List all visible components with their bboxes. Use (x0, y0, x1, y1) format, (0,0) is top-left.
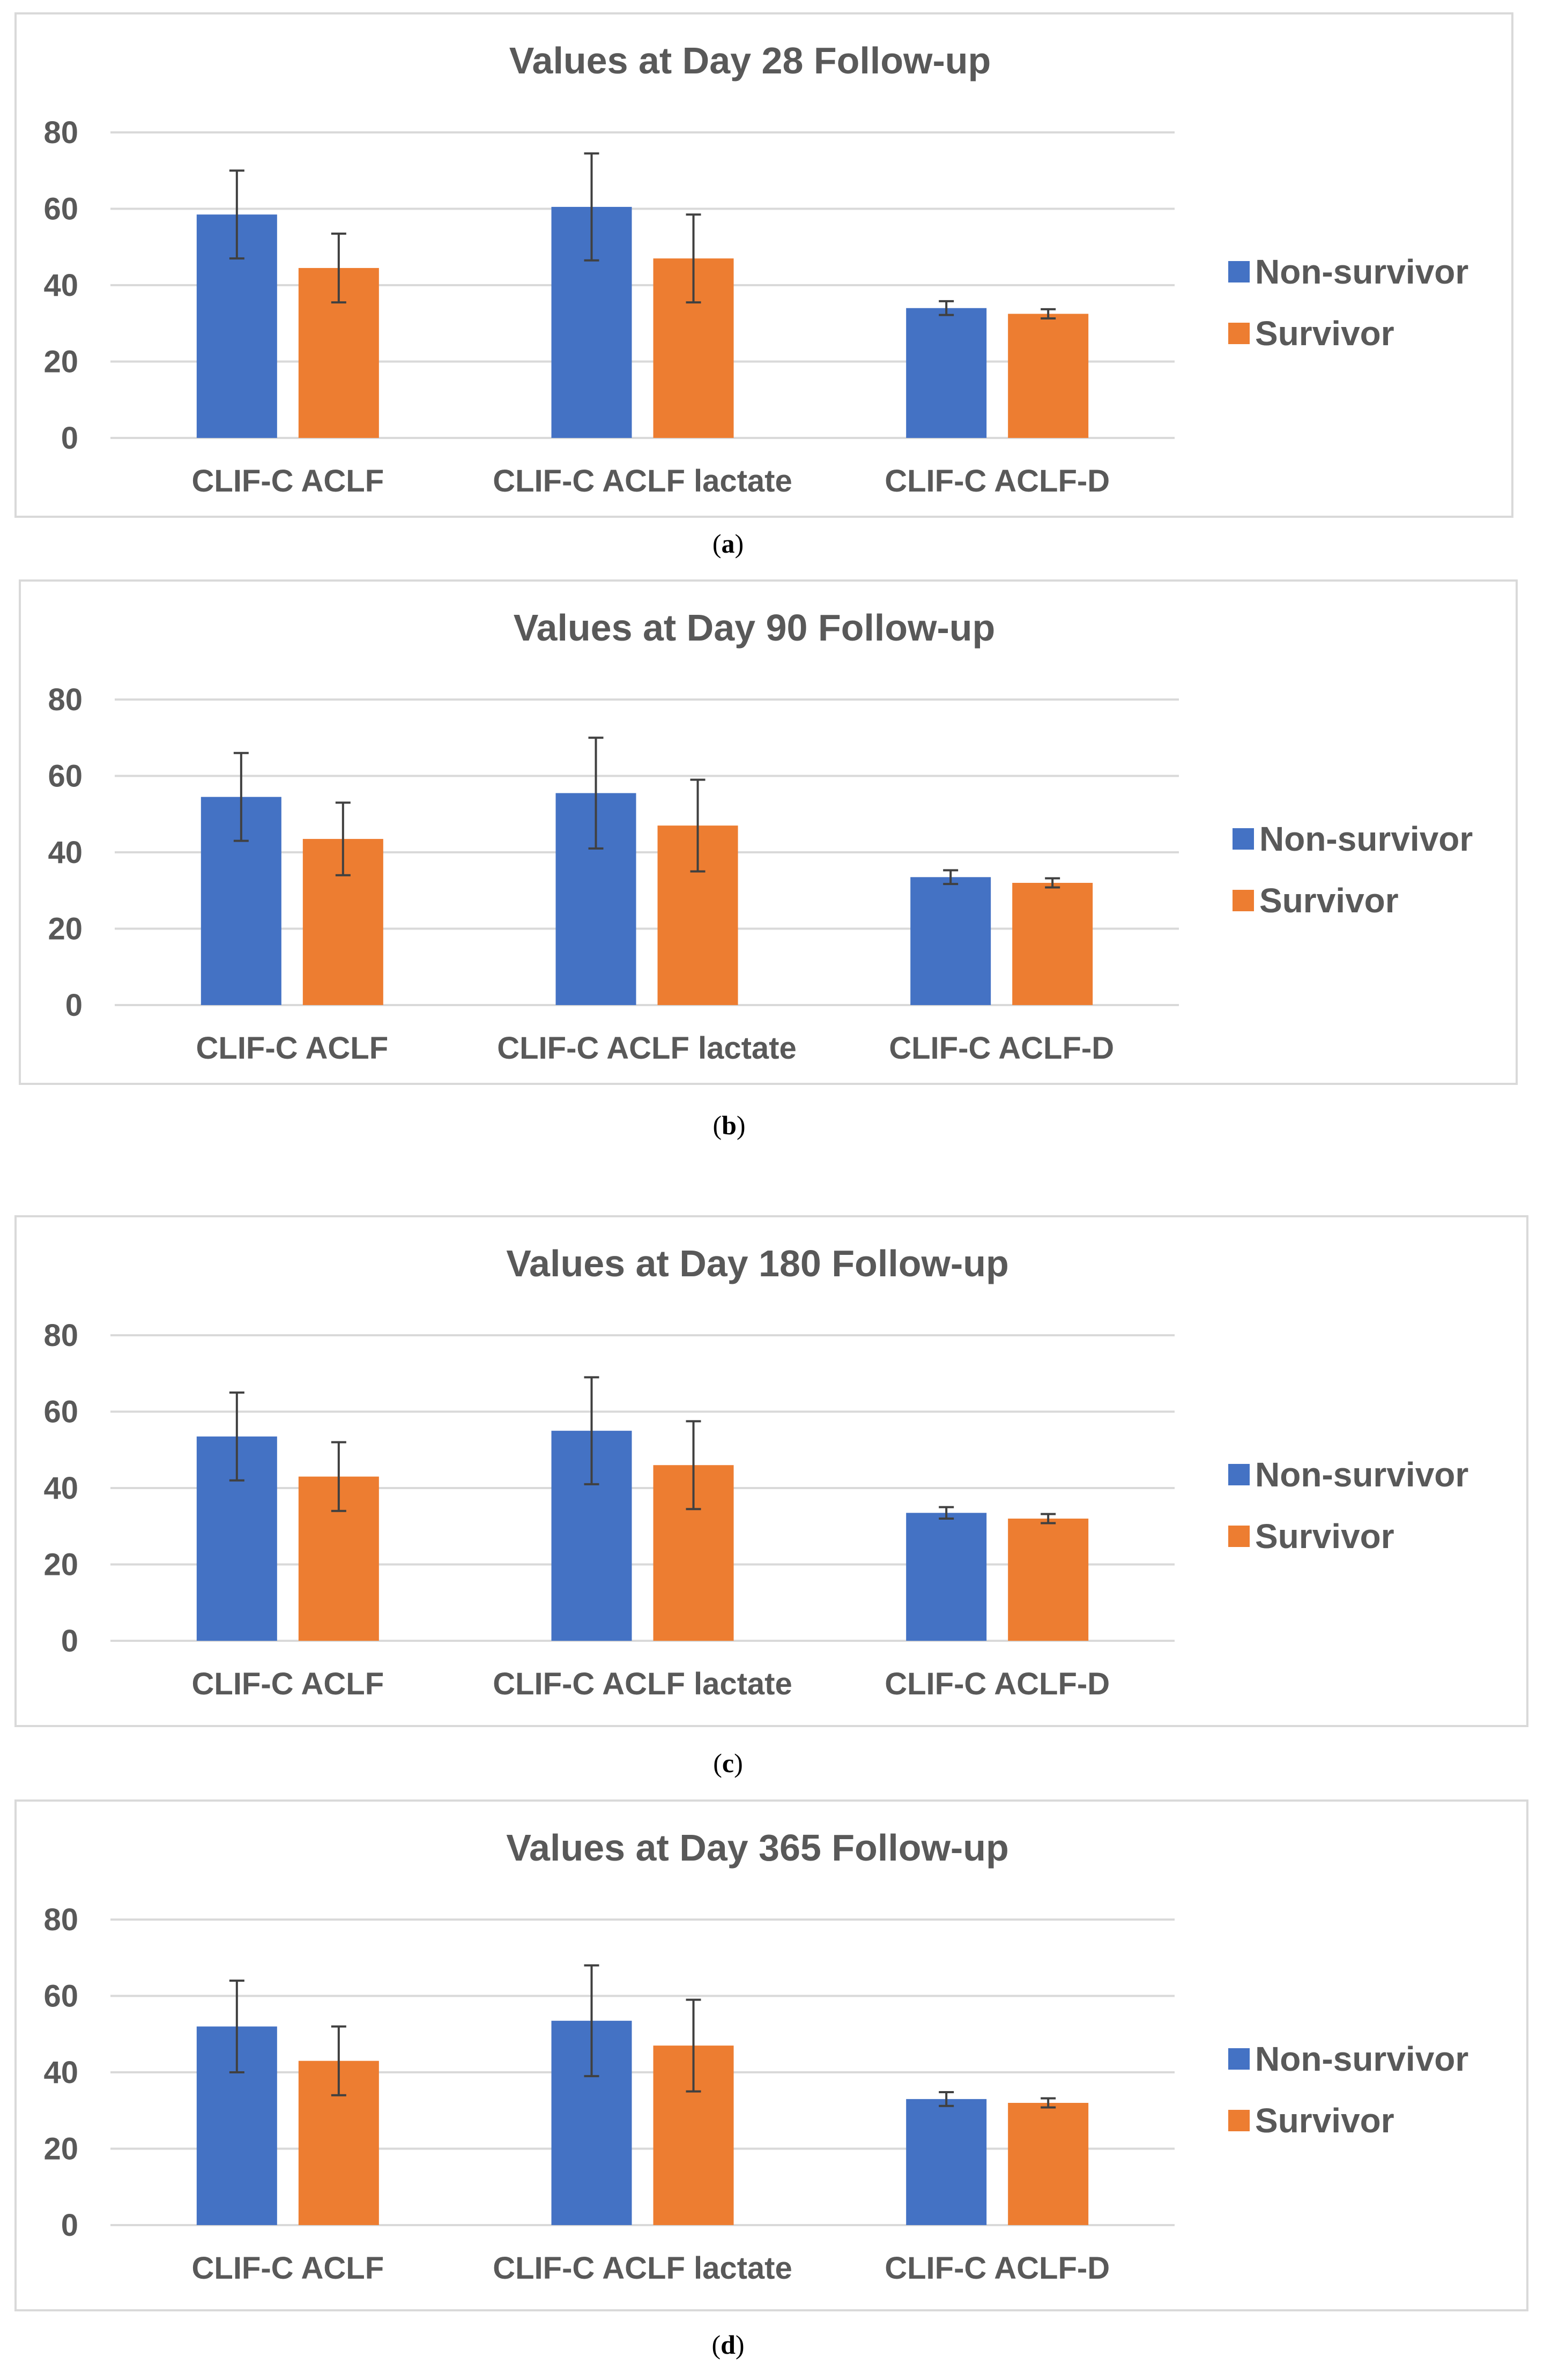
y-tick-label: 80 (43, 115, 78, 150)
bar-non-survivor (906, 2099, 987, 2225)
legend-label-survivor: Survivor (1255, 2101, 1394, 2140)
x-category-label: CLIF-C ACLF-D (885, 464, 1110, 499)
legend-label-survivor: Survivor (1259, 881, 1399, 920)
legend-swatch-non-survivor (1228, 1464, 1250, 1485)
x-category-label: CLIF-C ACLF lactate (493, 2251, 792, 2286)
y-tick-label: 40 (48, 835, 83, 870)
chart-title: Values at Day 365 Follow-up (506, 1827, 1009, 1869)
legend-label-survivor: Survivor (1255, 1517, 1394, 1556)
chart-panel-a: Values at Day 28 Follow-up 0 20 40 60 80 CLIF-… (14, 12, 1513, 518)
chart-svg-d: Values at Day 365 Follow-up 0 20 40 60 80 CLIF… (43, 1827, 1468, 2286)
x-category-label: CLIF-C ACLF-D (885, 1667, 1110, 1701)
legend-label-non-survivor: Non-survivor (1255, 1455, 1468, 1494)
y-tick-label: 40 (43, 2055, 78, 2090)
x-category-label: CLIF-C ACLF (196, 1031, 389, 1066)
y-tick-label: 20 (48, 912, 83, 947)
chart-svg-a: Values at Day 28 Follow-up 0 20 40 60 80 CLIF-… (43, 40, 1468, 499)
chart-panel-c: Values at Day 180 Follow-up 0 20 40 60 80 CLIF… (14, 1215, 1528, 1727)
y-tick-label: 40 (43, 1471, 78, 1506)
legend-swatch-non-survivor (1233, 828, 1254, 850)
caption-b: (b) (712, 1110, 746, 1140)
y-tick-label: 20 (43, 2132, 78, 2167)
x-category-label: CLIF-C ACLF (192, 464, 384, 499)
x-category-label: CLIF-C ACLF (192, 2251, 384, 2286)
chart-svg-b: Values at Day 90 Follow-up 0 20 40 60 80 CLIF-… (48, 607, 1473, 1066)
y-tick-label: 60 (48, 759, 83, 794)
legend-label-non-survivor: Non-survivor (1255, 252, 1468, 291)
y-tick-label: 60 (43, 1979, 78, 2014)
legend-swatch-survivor (1228, 1526, 1250, 1547)
bar-survivor (1008, 2103, 1089, 2225)
legend-label-survivor: Survivor (1255, 314, 1394, 353)
chart-panel-d: Values at Day 365 Follow-up 0 20 40 60 80 CLIF… (14, 1799, 1528, 2311)
bar-non-survivor (906, 308, 987, 438)
bar-non-survivor (910, 877, 991, 1005)
chart-title: Values at Day 90 Follow-up (514, 607, 996, 649)
legend-swatch-non-survivor (1228, 261, 1250, 282)
bar-survivor (1008, 1519, 1089, 1641)
caption-c: (c) (713, 1748, 743, 1778)
y-tick-label: 60 (43, 1395, 78, 1430)
legend-label-non-survivor: Non-survivor (1259, 820, 1473, 858)
x-category-label: CLIF-C ACLF (192, 1667, 384, 1701)
x-category-label: CLIF-C ACLF-D (889, 1031, 1114, 1066)
y-tick-label: 80 (43, 1902, 78, 1937)
x-category-label: CLIF-C ACLF-D (885, 2251, 1110, 2286)
chart-svg-c: Values at Day 180 Follow-up 0 20 40 60 80 CLIF… (43, 1243, 1468, 1701)
chart-title: Values at Day 28 Follow-up (509, 40, 991, 81)
y-tick-label: 80 (48, 682, 83, 717)
bar-survivor (1008, 314, 1089, 438)
y-tick-label: 60 (43, 192, 78, 227)
x-category-label: CLIF-C ACLF lactate (493, 464, 792, 499)
y-tick-label: 0 (61, 1624, 78, 1658)
y-tick-label: 0 (61, 2208, 78, 2243)
x-category-label: CLIF-C ACLF lactate (497, 1031, 797, 1066)
chart-title: Values at Day 180 Follow-up (506, 1243, 1009, 1284)
legend-swatch-survivor (1233, 890, 1254, 911)
legend-swatch-non-survivor (1228, 2048, 1250, 2070)
caption-d: (d) (711, 2330, 745, 2360)
y-tick-label: 20 (43, 1548, 78, 1582)
bar-non-survivor (906, 1513, 987, 1641)
legend-swatch-survivor (1228, 323, 1250, 344)
legend-label-non-survivor: Non-survivor (1255, 2040, 1468, 2078)
caption-a: (a) (712, 529, 744, 559)
y-tick-label: 40 (43, 268, 78, 303)
legend-swatch-survivor (1228, 2110, 1250, 2131)
chart-panel-b: Values at Day 90 Follow-up 0 20 40 60 80 CLIF-… (19, 579, 1518, 1085)
y-tick-label: 0 (65, 988, 83, 1023)
y-tick-label: 0 (61, 421, 78, 456)
x-category-label: CLIF-C ACLF lactate (493, 1667, 792, 1701)
bar-survivor (1012, 883, 1093, 1005)
y-tick-label: 80 (43, 1318, 78, 1353)
y-tick-label: 20 (43, 345, 78, 380)
